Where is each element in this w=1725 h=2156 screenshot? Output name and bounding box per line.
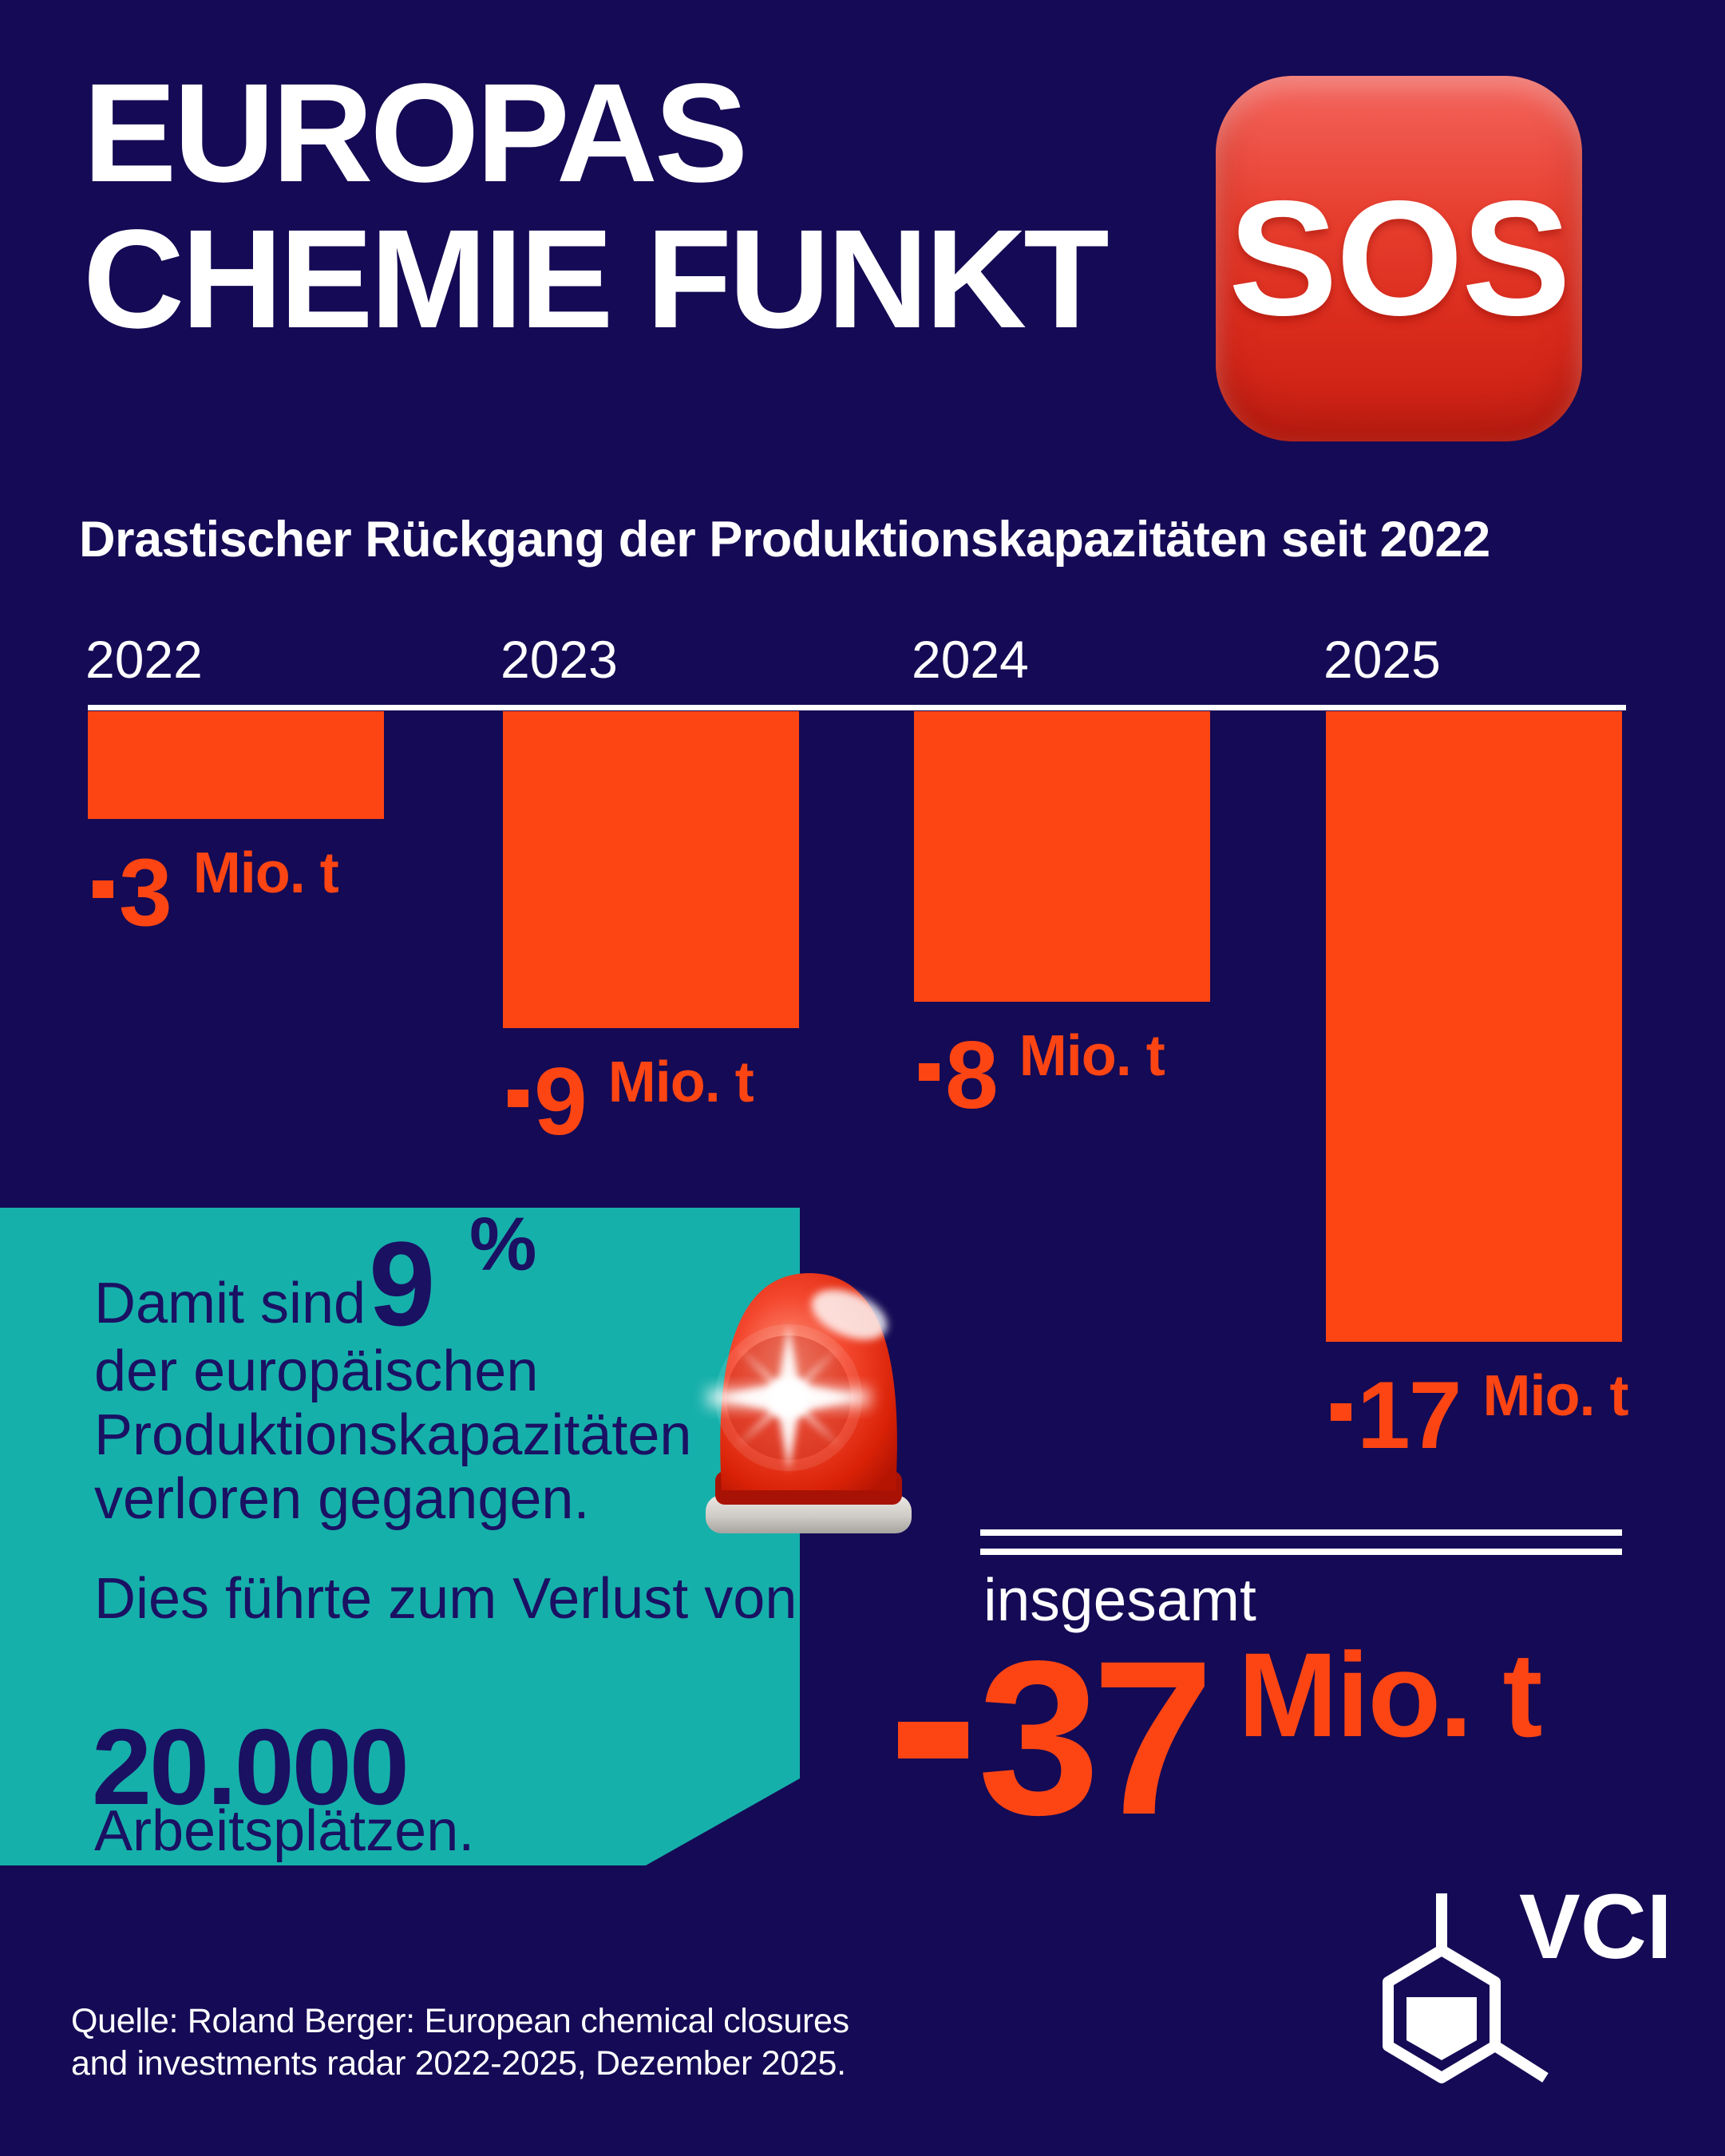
chart-baseline [88,705,1626,710]
callout-line-2: der europäischen [94,1339,539,1403]
total-number: 37 [978,1616,1214,1861]
vci-logo-text: VCI [1519,1876,1672,1978]
callout-jobs-number: 20.000 [92,1707,409,1827]
callout-line-4: verloren gegangen. [94,1467,590,1531]
category-label-2022: 2022 [85,630,203,689]
total-divider-line-1 [980,1529,1622,1536]
total-unit: Mio. t [1237,1628,1543,1762]
callout-box [0,1208,800,1865]
sos-icon: SOS [1216,76,1582,441]
callout-line-3: Produktionskapazitäten [94,1403,692,1467]
title-line-2: CHEMIE FUNKT [83,201,1110,358]
bar-2023 [503,711,799,1028]
bar-value-unit: Mio. t [192,841,339,905]
bar-value-label-2025: 17 Mio. t [1331,1367,1628,1463]
minus-sign [919,1063,940,1081]
bar-2025 [1326,711,1622,1342]
callout-line-5: Dies führte zum Verlust von [94,1567,797,1631]
callout-line-6: Arbeitsplätzen. [94,1799,475,1863]
siren-icon [706,1273,912,1533]
category-label-2024: 2024 [912,630,1029,689]
page-title: EUROPAS CHEMIE FUNKT [83,61,1110,353]
source-note: Quelle: Roland Berger: European chemical… [71,2000,849,2085]
callout-percent-number: 9 [369,1216,436,1351]
bar-value-unit: Mio. t [1019,1024,1165,1088]
title-line-1: EUROPAS [83,55,748,212]
bar-value-label-2022: 3 Mio. t [93,839,339,946]
bar-value-label-2023: 9 Mio. t [508,1054,754,1149]
minus-sign [1331,1403,1351,1421]
total-label: insgesamt [983,1566,1256,1633]
bar-2024 [914,711,1210,1002]
bar-value-number: 3 [119,839,172,946]
benzene-ring-icon [1383,1893,1549,2083]
bar-value-number: 9 [534,1048,588,1155]
total-value: 37 Mio. t [898,1616,1543,1861]
minus-sign [508,1090,528,1107]
bar-value-number: 17 [1357,1362,1462,1469]
callout-line-1: Damit sind [94,1272,366,1335]
chart-title: Drastischer Rückgang der Produktionskapa… [79,512,1490,568]
minus-sign [93,880,113,898]
bar-2022 [88,711,384,819]
category-label-2023: 2023 [500,630,618,689]
total-divider-line-2 [980,1549,1622,1555]
category-label-2025: 2025 [1323,630,1441,689]
bar-value-number: 8 [945,1022,999,1129]
source-line-2: and investments radar 2022-2025, Dezembe… [71,2044,846,2083]
callout-percent-sign: % [469,1202,537,1287]
bar-value-unit: Mio. t [1482,1364,1628,1428]
total-minus-sign [898,1722,968,1758]
bar-value-unit: Mio. t [607,1050,754,1114]
source-line-1: Quelle: Roland Berger: European chemical… [71,2002,849,2040]
bar-value-label-2024: 8 Mio. t [919,1027,1165,1123]
sos-icon-label: SOS [1228,167,1571,350]
